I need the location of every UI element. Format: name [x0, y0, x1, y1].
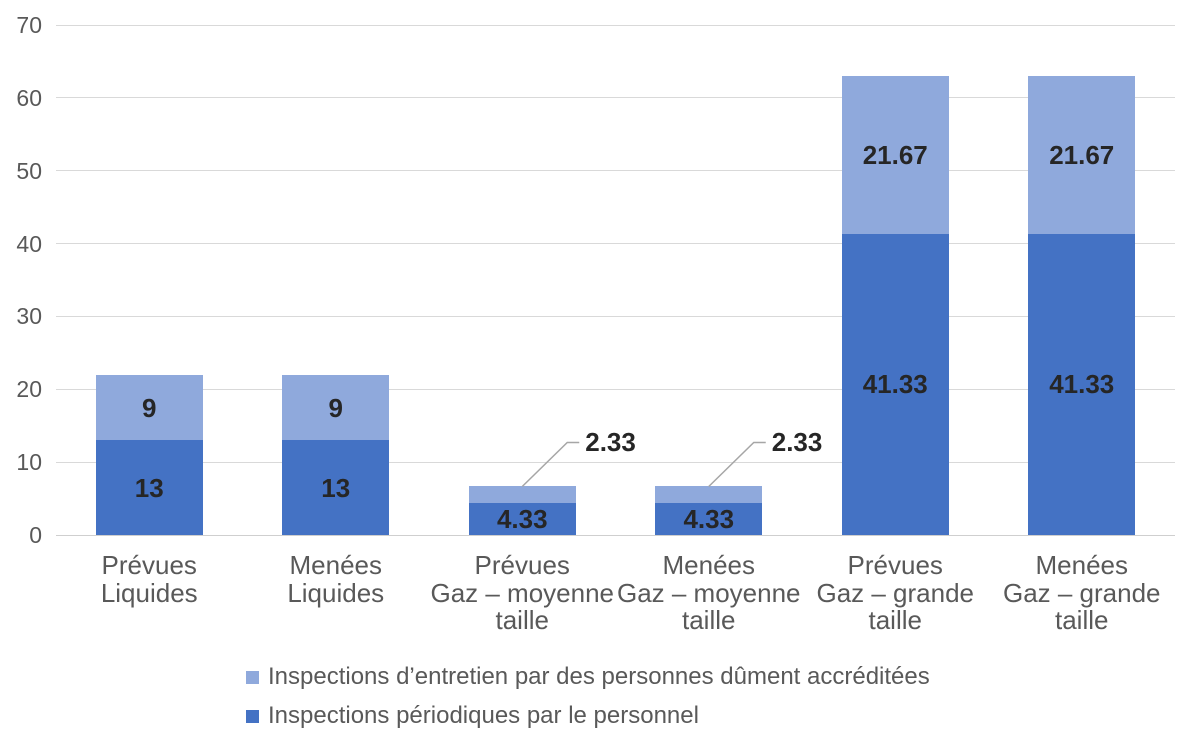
gridline [56, 388, 1175, 390]
gridline [56, 461, 1175, 463]
bar-segment [841, 76, 949, 234]
bar-segment [282, 440, 390, 535]
y-tick-label: 30 [16, 303, 42, 330]
bar-segment [1028, 76, 1136, 234]
category-label-line: Menées [289, 550, 383, 580]
category-label-line: Liquides [287, 577, 385, 608]
bar-segment [841, 233, 949, 535]
bar-segment [655, 503, 763, 535]
bar-segment [95, 374, 203, 441]
category-label-line: Menées [1035, 550, 1129, 580]
leader-line [708, 441, 766, 488]
legend-item: Inspections périodiques par le personnel [246, 702, 930, 729]
legend-label-periodiques: Inspections périodiques par le personnel [268, 702, 699, 729]
bar-segment [1028, 233, 1136, 535]
category-label: Menées Liquides [231, 550, 442, 608]
y-tick-label: 0 [29, 522, 42, 548]
category-label-line: Liquides [100, 577, 198, 608]
category-label-line: Gaz – grande [1002, 577, 1161, 608]
gridline [56, 243, 1175, 245]
gridline [56, 534, 1175, 536]
legend-swatch-entretien [246, 670, 259, 684]
category-label: Menées Gaz – moyenne taille [604, 550, 815, 635]
y-tick-label: 50 [16, 157, 42, 184]
value-label: 9 [142, 392, 157, 423]
gridline [56, 170, 1175, 172]
legend-swatch-periodiques [246, 709, 259, 723]
y-tick-label: 20 [16, 376, 42, 403]
value-label: 13 [134, 472, 164, 503]
gridline [56, 97, 1175, 99]
value-label: 41.33 [1049, 369, 1115, 400]
value-label: 9 [328, 392, 343, 423]
callout-value-label: 2.33 [585, 427, 636, 458]
bar-segment [282, 374, 390, 441]
category-label-line: Menées [662, 550, 756, 580]
gridline [56, 24, 1175, 26]
legend-item: Inspections d’entretien par des personne… [246, 663, 930, 690]
category-label: Menées Gaz – grande taille [977, 550, 1188, 635]
value-label: 13 [321, 472, 351, 503]
leader-line [521, 441, 580, 488]
category-label-line: Prévues [474, 550, 570, 580]
bar-segment [655, 486, 763, 504]
bar-segment [468, 503, 576, 535]
legend-label-entretien: Inspections d’entretien par des personne… [268, 663, 930, 690]
bar-segment [95, 440, 203, 535]
category-label-line: Gaz – moyenne [616, 577, 801, 608]
category-label: Prévues Liquides [44, 550, 255, 608]
category-label-line: Gaz – grande [816, 577, 975, 608]
y-tick-label: 10 [16, 449, 42, 476]
category-label-line: taille [868, 605, 922, 635]
category-label-line: Prévues [847, 550, 943, 580]
category-label: Prévues Gaz – moyenne taille [417, 550, 628, 635]
value-label: 41.33 [862, 369, 928, 400]
category-label: Prévues Gaz – grande taille [790, 550, 1001, 635]
value-label: 4.33 [683, 504, 735, 535]
y-tick-label: 70 [16, 12, 42, 38]
category-label-line: taille [682, 605, 736, 635]
bar-segment [468, 486, 576, 504]
y-tick-label: 60 [16, 84, 42, 111]
y-tick-label: 40 [16, 230, 42, 257]
category-label-line: taille [495, 605, 549, 635]
callout-value-label: 2.33 [771, 427, 823, 458]
value-label: 4.33 [496, 504, 548, 535]
chart-legend: Inspections d’entretien par des personne… [246, 663, 930, 742]
category-label-line: Prévues [101, 550, 197, 580]
value-label: 21.67 [862, 139, 928, 170]
gridline [56, 315, 1175, 317]
category-label-line: Gaz – moyenne [430, 577, 615, 608]
value-label: 21.67 [1049, 139, 1115, 170]
category-label-line: taille [1055, 605, 1109, 635]
